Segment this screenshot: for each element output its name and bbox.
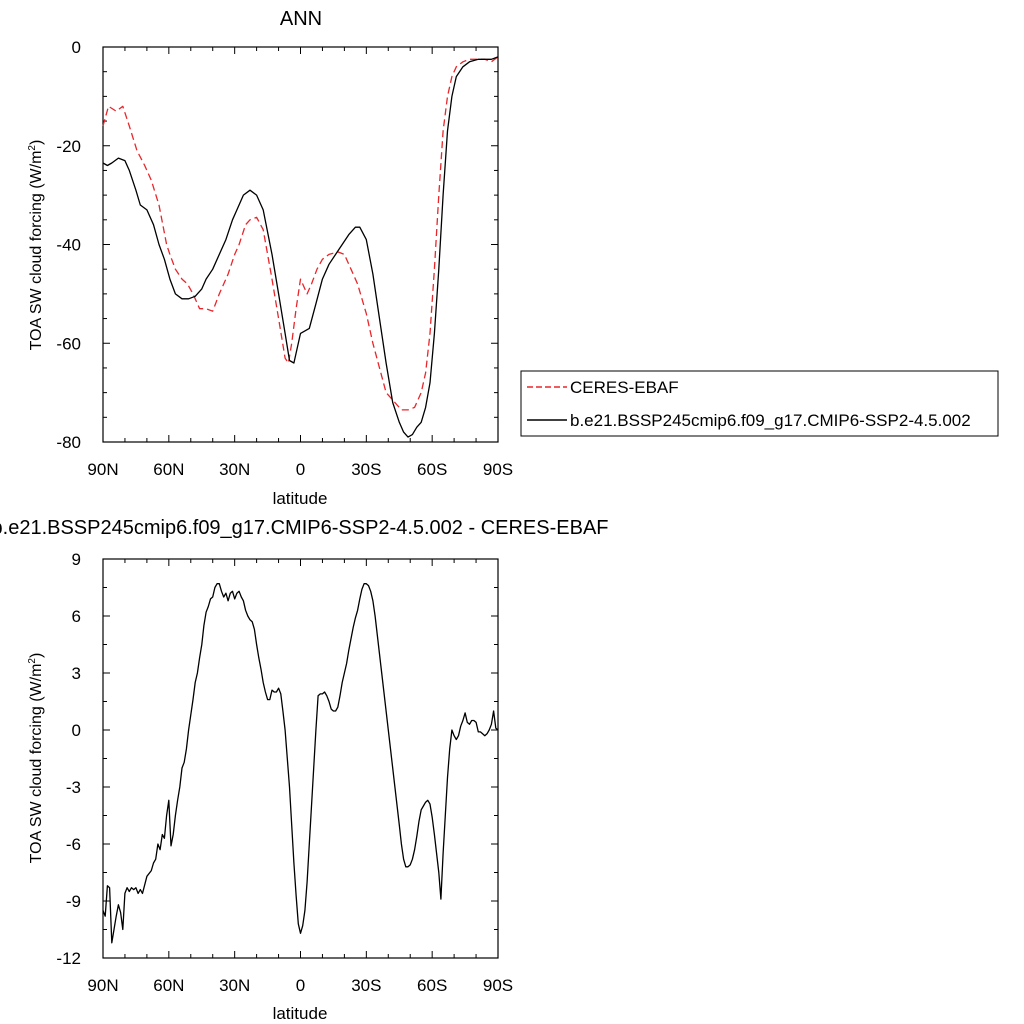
y-tick-label: 6 bbox=[72, 607, 81, 626]
x-tick-label: 0 bbox=[296, 460, 305, 479]
panel-bottom: b.e21.BSSP245cmip6.f09_g17.CMIP6-SSP2-4.… bbox=[0, 517, 608, 1023]
x-tick-label: 90N bbox=[87, 460, 118, 479]
y-tick-label: -40 bbox=[56, 236, 81, 255]
x-tick-label: 0 bbox=[296, 976, 305, 995]
panel-bottom-x-axis-label: latitude bbox=[273, 1004, 328, 1023]
x-tick-label: 60N bbox=[153, 460, 184, 479]
panel-bottom-ticks bbox=[102, 558, 499, 959]
series-line-b-e21-bssp245cmip6-f09-g17-cmip6-ssp2-4-5-002 bbox=[102, 56, 499, 438]
x-tick-label: 30N bbox=[219, 460, 250, 479]
x-tick-label: 90N bbox=[87, 976, 118, 995]
y-tick-label: -80 bbox=[56, 433, 81, 452]
panel-top-x-axis-label: latitude bbox=[273, 489, 328, 508]
panel-top: ANN 90N 60N 30N 0 30S 60S 90S 0 -20 -40 -60 -80 lat… bbox=[27, 8, 999, 508]
legend-box bbox=[520, 370, 999, 437]
x-tick-label: 30S bbox=[351, 976, 381, 995]
y-tick-label: -60 bbox=[56, 334, 81, 353]
legend: CERES-EBAF b.e21.BSSP245cmip6.f09_g17.CM… bbox=[520, 370, 999, 437]
panel-top-y-axis-label: TOA SW cloud forcing (W/m2) bbox=[27, 140, 45, 351]
panel-bottom-y-axis-label: TOA SW cloud forcing (W/m2) bbox=[27, 653, 45, 864]
panel-top-tick-labels: 90N 60N 30N 0 30S 60S 90S 0 -20 -40 -60 -80 bbox=[56, 38, 513, 479]
panel-bottom-title: b.e21.BSSP245cmip6.f09_g17.CMIP6-SSP2-4.… bbox=[0, 517, 608, 539]
y-tick-label: 3 bbox=[72, 664, 81, 683]
y-tick-label: -3 bbox=[66, 778, 81, 797]
panel-top-title: ANN bbox=[280, 8, 322, 30]
x-tick-label: 60N bbox=[153, 976, 184, 995]
x-tick-label: 90S bbox=[483, 976, 513, 995]
y-tick-label: -6 bbox=[66, 835, 81, 854]
legend-label-model: b.e21.BSSP245cmip6.f09_g17.CMIP6-SSP2-4.… bbox=[570, 411, 971, 430]
x-tick-label: 60S bbox=[417, 460, 447, 479]
panel-bottom-plot-frame bbox=[102, 558, 499, 959]
legend-label-ceres-ebaf: CERES-EBAF bbox=[570, 378, 679, 397]
series-line-ceres-ebaf bbox=[102, 56, 499, 411]
y-tick-label: -12 bbox=[56, 949, 81, 968]
panel-top-ticks bbox=[102, 46, 499, 443]
x-tick-label: 60S bbox=[417, 976, 447, 995]
y-tick-label: 9 bbox=[72, 550, 81, 569]
series-line-difference bbox=[102, 583, 499, 944]
x-tick-label: 30N bbox=[219, 976, 250, 995]
panel-bottom-series bbox=[102, 583, 499, 944]
y-tick-label: 0 bbox=[72, 38, 81, 57]
y-tick-label: -9 bbox=[66, 892, 81, 911]
panel-bottom-tick-labels: 90N 60N 30N 0 30S 60S 90S 9 6 3 0 -3 -6 -9 -12 bbox=[56, 550, 513, 995]
x-tick-label: 90S bbox=[483, 460, 513, 479]
panel-top-series bbox=[102, 56, 499, 438]
panel-top-plot-frame bbox=[102, 46, 499, 443]
y-tick-label: -20 bbox=[56, 137, 81, 156]
x-tick-label: 30S bbox=[351, 460, 381, 479]
y-tick-label: 0 bbox=[72, 721, 81, 740]
